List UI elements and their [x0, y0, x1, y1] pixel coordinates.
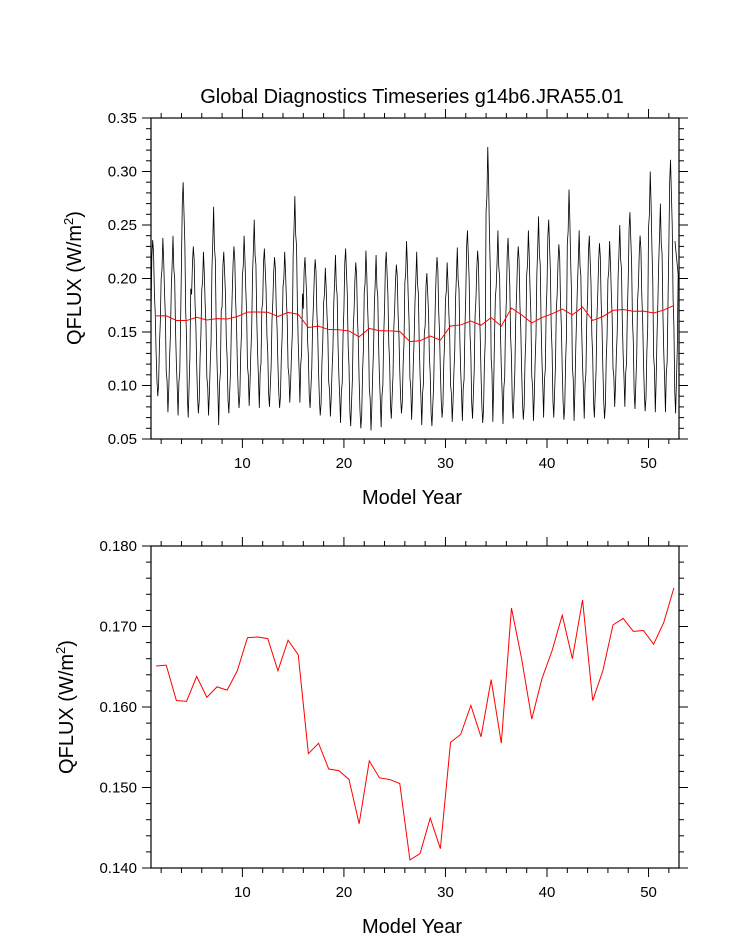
series-line-monthly: [150, 146, 679, 431]
y-tick-label: 0.170: [99, 619, 137, 636]
y-tick-label: 0.30: [108, 164, 137, 181]
chart-title: Global Diagnostics Timeseries g14b6.JRA5…: [200, 86, 624, 108]
x-tick-labels: 10 20 30 40 50: [234, 884, 657, 901]
x-axis-title: Model Year: [362, 487, 462, 509]
x-tick-label: 50: [640, 455, 657, 472]
y-tick-label: 0.160: [99, 699, 137, 716]
y-tick-label: 0.20: [108, 271, 137, 288]
y-tick-label: 0.150: [99, 780, 137, 797]
series-line-annual-mean: [156, 305, 675, 343]
annual-mean-chart: 0.140 0.150 0.160 0.170 0.180 10 20 30 40 50 Mod…: [53, 537, 688, 938]
y-axis-title-close: ): [64, 211, 86, 218]
y-axis-title-close: ): [56, 640, 78, 647]
y-tick-label: 0.15: [108, 324, 137, 341]
y-tick-label: 0.10: [108, 378, 137, 395]
x-tick-label: 20: [336, 455, 353, 472]
x-tick-label: 20: [336, 884, 353, 901]
y-tick-label: 0.05: [108, 431, 137, 448]
x-tick-label: 30: [437, 884, 454, 901]
plot-frame: [150, 545, 680, 869]
y-tick-label: 0.35: [108, 110, 137, 127]
x-tick-label: 50: [640, 884, 657, 901]
x-tick-label: 30: [437, 455, 454, 472]
y-axis-title-sup: 2: [61, 218, 76, 225]
y-tick-label: 0.25: [108, 217, 137, 234]
y-axis-title: QFLUX (W/m2): [53, 640, 78, 774]
series-line-annual-mean: [156, 587, 675, 861]
x-tick-label: 10: [234, 884, 251, 901]
y-axis-title-sup: 2: [53, 647, 68, 654]
y-axis-title-main: QFLUX (W/m: [56, 654, 78, 774]
x-tick-labels: 10 20 30 40 50: [234, 455, 657, 472]
y-tick-labels: 0.140 0.150 0.160 0.170 0.180: [99, 538, 137, 877]
x-axis-title: Model Year: [362, 916, 462, 938]
y-axis-title: QFLUX (W/m2): [61, 211, 86, 345]
plot-frame: [150, 117, 680, 440]
y-axis-title-main: QFLUX (W/m: [64, 225, 86, 345]
plot-series: [150, 146, 679, 431]
y-tick-label: 0.180: [99, 538, 137, 555]
y-tick-labels: 0.05 0.10 0.15 0.20 0.25 0.30 0.35: [108, 110, 137, 448]
x-tick-label: 10: [234, 455, 251, 472]
y-tick-label: 0.140: [99, 860, 137, 877]
axis-ticks: [142, 109, 688, 448]
x-tick-label: 40: [539, 884, 556, 901]
plot-series: [156, 587, 675, 861]
axis-ticks: [142, 537, 688, 877]
timeseries-chart: Global Diagnostics Timeseries g14b6.JRA5…: [61, 86, 688, 509]
x-tick-label: 40: [539, 455, 556, 472]
